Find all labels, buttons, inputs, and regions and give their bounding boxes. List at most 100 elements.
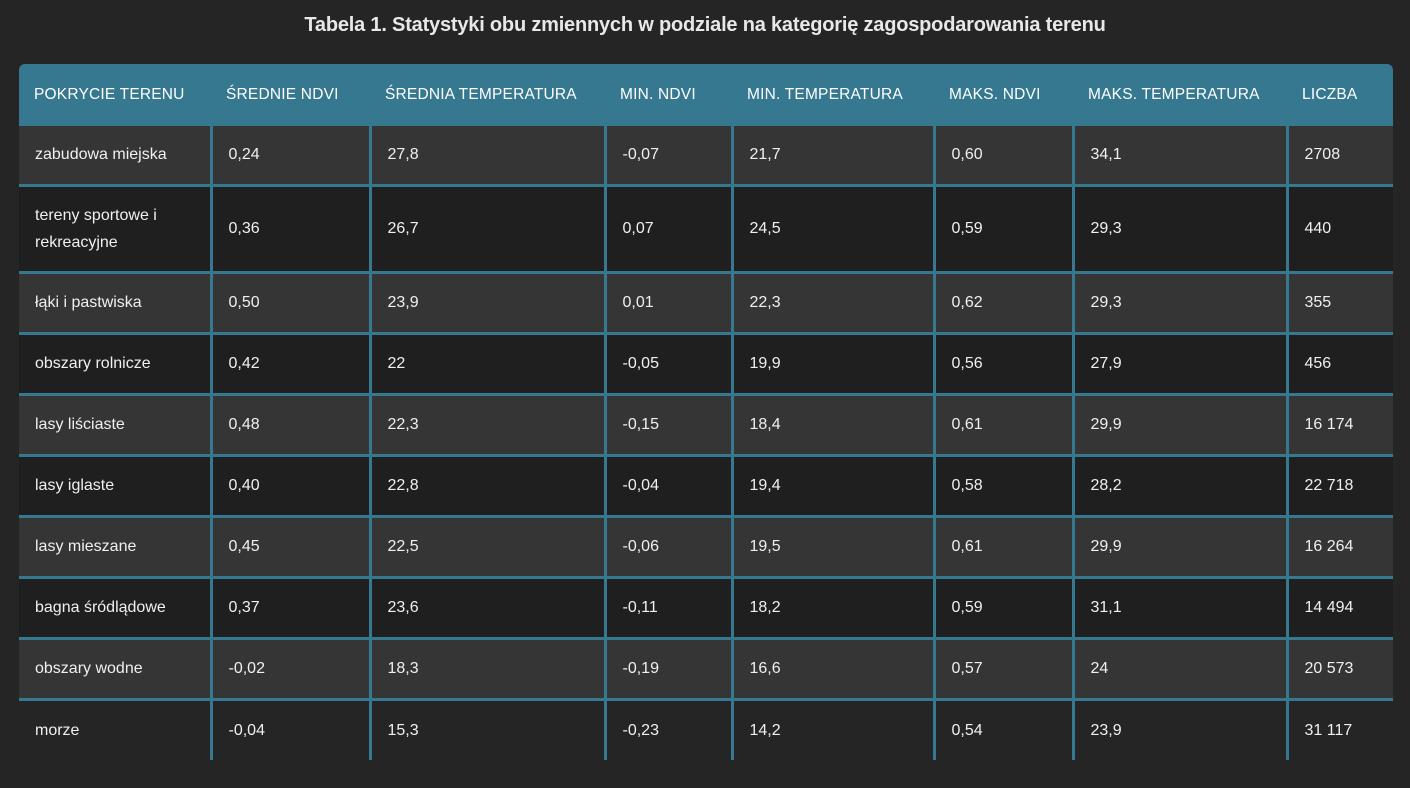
cell-min-ndvi: -0,15 [605,392,734,455]
cell-count: 22 718 [1287,453,1393,516]
cell-max-temperature: 29,9 [1073,392,1289,455]
cell-max-temperature: 27,9 [1073,331,1289,394]
cell-count: 16 174 [1287,392,1393,455]
cell-min-ndvi: -0,19 [605,636,734,699]
cell-min-temperature: 24,5 [732,183,936,272]
cell-mean-temperature: 22,5 [370,514,607,577]
cell-max-ndvi: 0,59 [934,183,1075,272]
cell-mean-ndvi: -0,04 [211,697,372,760]
cell-max-temperature: 29,9 [1073,514,1289,577]
column-header-count[interactable]: LICZBA [1287,64,1393,126]
cell-land-cover: obszary rolnicze [19,331,213,394]
cell-max-ndvi: 0,62 [934,270,1075,333]
table-row: lasy liściaste 0,48 22,3 -0,15 18,4 0,61… [19,392,1393,455]
cell-max-ndvi: 0,58 [934,453,1075,516]
cell-min-temperature: 19,5 [732,514,936,577]
cell-mean-ndvi: 0,37 [211,575,372,638]
column-header-min-temperature[interactable]: MIN. TEMPERATURA [732,64,934,126]
cell-mean-ndvi: 0,42 [211,331,372,394]
cell-mean-temperature: 26,7 [370,183,607,272]
cell-max-ndvi: 0,61 [934,514,1075,577]
cell-land-cover: łąki i pastwiska [19,270,213,333]
cell-max-ndvi: 0,60 [934,126,1075,185]
cell-min-ndvi: -0,23 [605,697,734,760]
cell-mean-temperature: 22,3 [370,392,607,455]
cell-max-ndvi: 0,54 [934,697,1075,760]
cell-count: 16 264 [1287,514,1393,577]
cell-mean-temperature: 23,9 [370,270,607,333]
cell-land-cover: lasy mieszane [19,514,213,577]
cell-max-temperature: 29,3 [1073,270,1289,333]
cell-mean-ndvi: 0,36 [211,183,372,272]
cell-count: 440 [1287,183,1393,272]
table-row: obszary rolnicze 0,42 22 -0,05 19,9 0,56… [19,331,1393,394]
cell-count: 355 [1287,270,1393,333]
cell-count: 31 117 [1287,697,1393,760]
table-row: obszary wodne -0,02 18,3 -0,19 16,6 0,57… [19,636,1393,699]
cell-mean-ndvi: 0,24 [211,126,372,185]
header-row: POKRYCIE TERENU ŚREDNIE NDVI ŚREDNIA TEM… [19,64,1393,126]
cell-min-temperature: 18,2 [732,575,936,638]
cell-max-temperature: 23,9 [1073,697,1289,760]
cell-mean-ndvi: 0,48 [211,392,372,455]
table-row: bagna śródlądowe 0,37 23,6 -0,11 18,2 0,… [19,575,1393,638]
cell-mean-temperature: 15,3 [370,697,607,760]
cell-max-temperature: 31,1 [1073,575,1289,638]
cell-land-cover: obszary wodne [19,636,213,699]
cell-land-cover: zabudowa miejska [19,126,213,185]
cell-count: 14 494 [1287,575,1393,638]
cell-min-temperature: 18,4 [732,392,936,455]
cell-min-ndvi: -0,11 [605,575,734,638]
cell-max-temperature: 34,1 [1073,126,1289,185]
cell-min-temperature: 21,7 [732,126,936,185]
table-header: POKRYCIE TERENU ŚREDNIE NDVI ŚREDNIA TEM… [19,64,1393,126]
cell-min-ndvi: 0,07 [605,183,734,272]
cell-mean-ndvi: -0,02 [211,636,372,699]
table-body: zabudowa miejska 0,24 27,8 -0,07 21,7 0,… [19,126,1393,760]
table-row: lasy iglaste 0,40 22,8 -0,04 19,4 0,58 2… [19,453,1393,516]
cell-land-cover: tereny sportowe i rekreacyjne [19,183,213,272]
cell-mean-temperature: 23,6 [370,575,607,638]
column-header-land-cover[interactable]: POKRYCIE TERENU [19,64,211,126]
column-header-mean-ndvi[interactable]: ŚREDNIE NDVI [211,64,370,126]
column-header-mean-temperature[interactable]: ŚREDNIA TEMPERATURA [370,64,605,126]
cell-min-ndvi: -0,05 [605,331,734,394]
statistics-table: POKRYCIE TERENU ŚREDNIE NDVI ŚREDNIA TEM… [19,64,1393,760]
cell-count: 456 [1287,331,1393,394]
cell-min-temperature: 19,4 [732,453,936,516]
cell-land-cover: lasy iglaste [19,453,213,516]
cell-count: 20 573 [1287,636,1393,699]
cell-min-temperature: 16,6 [732,636,936,699]
cell-count: 2708 [1287,126,1393,185]
cell-min-ndvi: 0,01 [605,270,734,333]
cell-max-temperature: 24 [1073,636,1289,699]
table-row: lasy mieszane 0,45 22,5 -0,06 19,5 0,61 … [19,514,1393,577]
cell-land-cover: morze [19,697,213,760]
table-row: tereny sportowe i rekreacyjne 0,36 26,7 … [19,183,1393,272]
cell-max-ndvi: 0,56 [934,331,1075,394]
cell-max-ndvi: 0,61 [934,392,1075,455]
cell-max-ndvi: 0,59 [934,575,1075,638]
cell-mean-temperature: 22 [370,331,607,394]
cell-mean-temperature: 27,8 [370,126,607,185]
cell-max-temperature: 29,3 [1073,183,1289,272]
cell-mean-temperature: 18,3 [370,636,607,699]
table-container: POKRYCIE TERENU ŚREDNIE NDVI ŚREDNIA TEM… [19,64,1393,760]
cell-land-cover: bagna śródlądowe [19,575,213,638]
cell-max-ndvi: 0,57 [934,636,1075,699]
column-header-max-ndvi[interactable]: MAKS. NDVI [934,64,1073,126]
table-caption: Tabela 1. Statystyki obu zmiennych w pod… [304,14,1106,36]
cell-mean-ndvi: 0,40 [211,453,372,516]
cell-min-ndvi: -0,07 [605,126,734,185]
column-header-min-ndvi[interactable]: MIN. NDVI [605,64,732,126]
cell-min-temperature: 14,2 [732,697,936,760]
table-row: łąki i pastwiska 0,50 23,9 0,01 22,3 0,6… [19,270,1393,333]
cell-min-ndvi: -0,04 [605,453,734,516]
table-row: zabudowa miejska 0,24 27,8 -0,07 21,7 0,… [19,126,1393,185]
cell-max-temperature: 28,2 [1073,453,1289,516]
column-header-max-temperature[interactable]: MAKS. TEMPERATURA [1073,64,1287,126]
cell-mean-ndvi: 0,50 [211,270,372,333]
cell-min-temperature: 22,3 [732,270,936,333]
cell-min-temperature: 19,9 [732,331,936,394]
